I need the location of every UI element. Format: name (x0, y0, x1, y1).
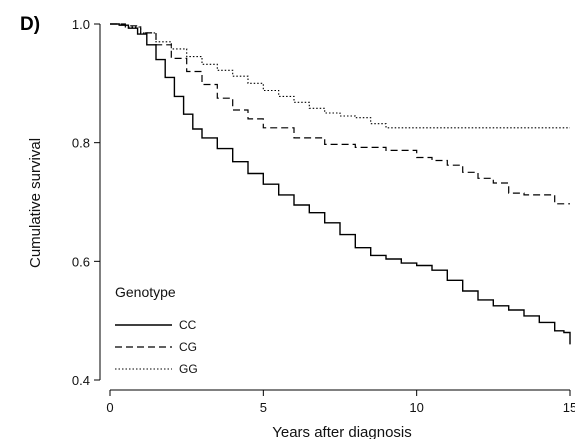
legend-label-gg: GG (179, 362, 198, 376)
legend-title: Genotype (115, 284, 176, 300)
legend-label-cc: CC (179, 318, 197, 332)
x-tick-label: 0 (106, 400, 113, 415)
legend-label-cg: CG (179, 340, 197, 354)
y-tick-label: 1.0 (72, 17, 90, 32)
y-tick-label: 0.8 (72, 136, 90, 151)
panel-label: D) (20, 14, 40, 35)
x-tick-label: 5 (260, 400, 267, 415)
x-axis-title: Years after diagnosis (272, 424, 412, 439)
legend: Genotype CC CG GG (115, 284, 198, 376)
series-layer (110, 23, 571, 345)
x-tick-label: 10 (409, 400, 423, 415)
series-line-cc (110, 23, 571, 345)
series-line-cg (110, 23, 570, 205)
axes: 0.4 0.6 0.8 1.0 0 5 10 15 (72, 17, 575, 415)
x-tick-label: 15 (563, 400, 575, 415)
y-axis-title: Cumulative survival (27, 138, 44, 268)
y-tick-label: 0.6 (72, 254, 90, 269)
series-line-gg (110, 23, 570, 129)
y-tick-label: 0.4 (72, 373, 90, 388)
